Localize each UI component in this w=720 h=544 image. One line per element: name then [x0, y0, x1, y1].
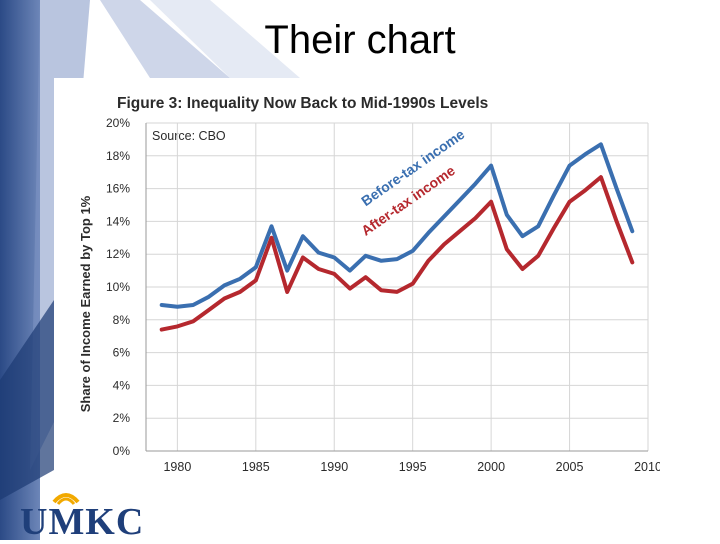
y-tick-label: 18%: [106, 149, 130, 163]
y-tick-label: 8%: [113, 313, 131, 327]
y-tick-label: 10%: [106, 280, 130, 294]
y-tick-label: 16%: [106, 182, 130, 196]
chart-title: Figure 3: Inequality Now Back to Mid-199…: [117, 95, 488, 112]
chart: Figure 3: Inequality Now Back to Mid-199…: [78, 95, 660, 474]
x-tick-label: 2010: [634, 460, 660, 474]
chart-source-annotation: Source: CBO: [152, 129, 226, 143]
x-tick-label: 1980: [163, 460, 191, 474]
y-tick-labels: 0% 2% 4% 6% 8% 10% 12% 14% 16% 18% 20%: [106, 116, 130, 458]
x-tick-labels: 1980 1985 1990 1995 2000 2005 2010: [163, 460, 660, 474]
series-line-before-tax: [159, 142, 635, 309]
y-axis-label: Share of Income Earned by Top 1%: [78, 195, 93, 412]
umkc-logo: [52, 493, 80, 505]
y-tick-label: 20%: [106, 116, 130, 130]
grid: [145, 122, 649, 452]
x-tick-label: 1995: [399, 460, 427, 474]
x-tick-label: 1985: [242, 460, 270, 474]
x-tick-label: 2000: [477, 460, 505, 474]
x-tick-label: 1990: [320, 460, 348, 474]
slide-title: Their chart: [264, 18, 456, 62]
x-tick-label: 2005: [556, 460, 584, 474]
y-tick-label: 12%: [106, 247, 130, 261]
series-line-after-tax: [159, 175, 635, 332]
y-tick-label: 0%: [113, 444, 131, 458]
y-tick-label: 4%: [113, 378, 131, 392]
y-tick-label: 14%: [106, 214, 130, 228]
logo-text: UMKC: [20, 501, 145, 543]
y-tick-label: 2%: [113, 411, 131, 425]
y-tick-label: 6%: [113, 346, 131, 360]
series-lines: [159, 142, 635, 332]
